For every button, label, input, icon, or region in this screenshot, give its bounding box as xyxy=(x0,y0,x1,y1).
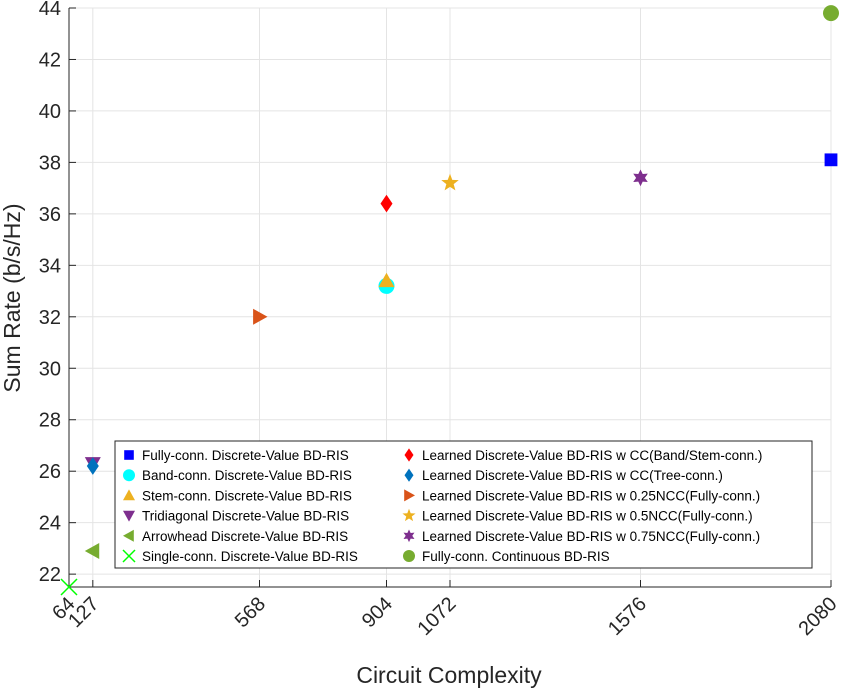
legend-label-4: Tridiagonal Discrete-Value BD-RIS xyxy=(142,509,349,524)
y-tick-label: 38 xyxy=(39,152,61,174)
legend-label-8: Learned Discrete-Value BD-RIS w CC(Tree-… xyxy=(422,468,723,483)
y-tick-label: 42 xyxy=(39,49,61,71)
x-tick-label: 1072 xyxy=(414,593,461,640)
data-point-7 xyxy=(380,194,393,213)
y-tick-label: 36 xyxy=(39,204,61,226)
x-tick-label: 1576 xyxy=(604,593,651,640)
legend-box xyxy=(114,440,813,569)
data-point-6 xyxy=(60,578,78,596)
data-point-3 xyxy=(378,272,395,288)
legend-marker-7 xyxy=(404,448,414,462)
legend-marker-4 xyxy=(123,510,135,522)
y-tick-label: 30 xyxy=(39,358,61,380)
data-point-1 xyxy=(824,153,838,167)
y-tick-label: 26 xyxy=(39,461,61,483)
legend-label-6: Single-conn. Discrete-Value BD-RIS xyxy=(142,549,358,564)
data-points xyxy=(60,5,839,596)
data-point-10 xyxy=(441,173,459,191)
legend-label-9: Learned Discrete-Value BD-RIS w 0.25NCC(… xyxy=(422,488,760,503)
legend-marker-12 xyxy=(403,550,415,562)
legend-marker-2 xyxy=(123,469,135,482)
grid-lines xyxy=(68,7,832,587)
legend-marker-11 xyxy=(403,529,415,543)
y-tick-label: 44 xyxy=(39,0,61,20)
y-tick-label: 22 xyxy=(39,564,61,586)
legend-marker-10 xyxy=(402,508,416,522)
y-tick-label: 32 xyxy=(39,307,61,329)
legend-label-10: Learned Discrete-Value BD-RIS w 0.5NCC(F… xyxy=(422,509,753,524)
data-point-9 xyxy=(253,308,268,325)
x-tick-label: 568 xyxy=(231,593,270,632)
legend-label-1: Fully-conn. Discrete-Value BD-RIS xyxy=(142,448,349,463)
legend-marker-9 xyxy=(404,489,415,502)
data-point-5 xyxy=(84,542,100,559)
data-point-12 xyxy=(823,5,839,22)
legend-marker-1 xyxy=(124,450,134,460)
data-point-11 xyxy=(633,169,648,187)
legend-marker-3 xyxy=(123,489,135,501)
y-tick-label: 40 xyxy=(39,101,61,123)
legend-label-7: Learned Discrete-Value BD-RIS w CC(Band/… xyxy=(422,448,762,463)
y-tick-label: 28 xyxy=(39,410,61,432)
data-point-8 xyxy=(86,457,99,475)
y-tick-label: 34 xyxy=(39,255,61,277)
x-tick-label: 2080 xyxy=(795,593,842,640)
legend: Fully-conn. Discrete-Value BD-RIS Band-co… xyxy=(114,440,813,569)
x-axis-label: Circuit Complexity xyxy=(356,662,542,688)
legend-label-2: Band-conn. Discrete-Value BD-RIS xyxy=(142,468,352,483)
legend-label-11: Learned Discrete-Value BD-RIS w 0.75NCC(… xyxy=(422,529,760,544)
legend-marker-8 xyxy=(404,468,414,482)
y-tick-label: 24 xyxy=(39,513,61,535)
legend-label-5: Arrowhead Discrete-Value BD-RIS xyxy=(142,529,348,544)
legend-marker-6 xyxy=(122,549,136,563)
x-tick-label: 904 xyxy=(358,593,397,632)
x-tick-label: 127 xyxy=(64,593,103,632)
y-axis-label: Sum Rate (b/s/Hz) xyxy=(0,203,25,392)
legend-marker-5 xyxy=(123,529,134,542)
legend-label-12: Fully-conn. Continuous BD-RIS xyxy=(422,549,610,564)
legend-label-3: Stem-conn. Discrete-Value BD-RIS xyxy=(142,488,352,503)
